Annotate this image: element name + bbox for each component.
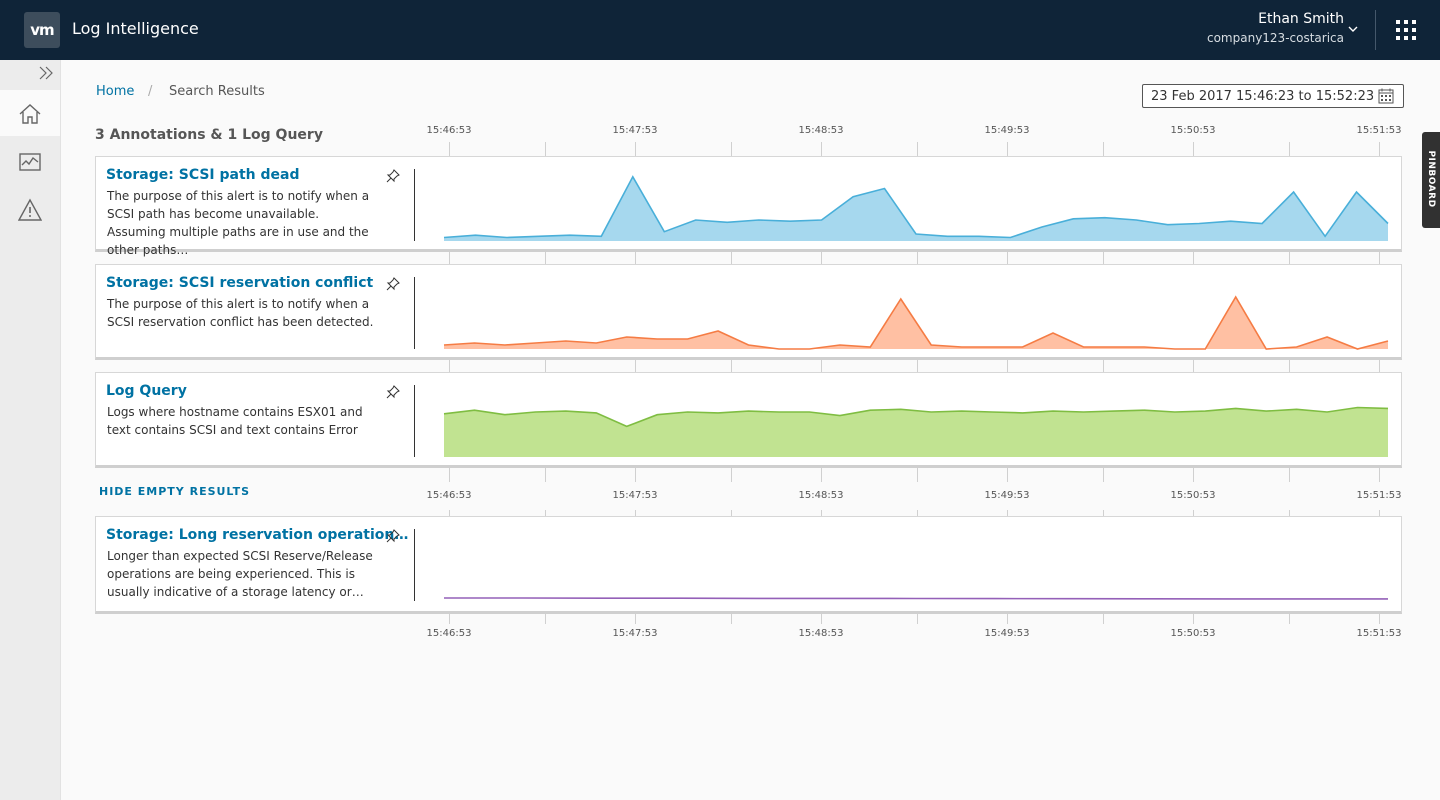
series-area xyxy=(444,176,1388,241)
time-tick-label: 15:47:53 xyxy=(612,125,658,136)
hide-empty-results-link[interactable]: HIDE EMPTY RESULTS xyxy=(99,485,251,498)
time-tick-label: 15:47:53 xyxy=(612,490,658,501)
vmware-logo[interactable]: vm xyxy=(24,12,60,48)
card-title[interactable]: Storage: Long reservation operation… xyxy=(106,527,409,543)
area-chart-scsi-path-dead xyxy=(443,175,1389,241)
sidebar-item-dashboards[interactable] xyxy=(0,138,60,184)
user-name[interactable]: Ethan Smith xyxy=(1258,11,1344,27)
time-tick-label: 15:48:53 xyxy=(798,490,844,501)
time-tick-label: 15:50:53 xyxy=(1170,125,1216,136)
time-tick-label: 15:50:53 xyxy=(1170,490,1216,501)
pin-icon[interactable] xyxy=(386,169,400,183)
card-description: Logs where hostname contains ESX01 and t… xyxy=(107,405,363,437)
pinboard-tab[interactable]: PINBOARD xyxy=(1422,132,1440,228)
left-sidebar xyxy=(0,60,61,800)
alert-triangle-icon xyxy=(18,198,42,221)
series-line xyxy=(443,175,1389,239)
series-line xyxy=(443,295,1389,350)
dashboard-chart-icon xyxy=(19,153,41,171)
card-title[interactable]: Storage: SCSI reservation conflict xyxy=(106,275,374,291)
pin-icon[interactable] xyxy=(386,385,400,399)
breadcrumb-home-link[interactable]: Home xyxy=(96,84,135,99)
time-tick-label: 15:49:53 xyxy=(984,125,1030,136)
time-tick-label: 15:46:53 xyxy=(426,125,472,136)
header-divider xyxy=(1375,10,1376,50)
area-chart-scsi-reservation-conflict xyxy=(443,295,1389,350)
card-description: Longer than expected SCSI Reserve/Releas… xyxy=(107,549,373,599)
card-title[interactable]: Storage: SCSI path dead xyxy=(106,167,300,183)
app-title[interactable]: Log Intelligence xyxy=(72,19,199,38)
time-tick-label: 15:47:53 xyxy=(612,628,658,639)
date-range-value: 23 Feb 2017 15:46:23 to 15:52:23 xyxy=(1151,89,1375,104)
pinboard-label: PINBOARD xyxy=(1426,150,1436,208)
time-tick-label: 15:48:53 xyxy=(798,125,844,136)
user-org[interactable]: company123-costarica xyxy=(1206,31,1344,45)
sidebar-item-home[interactable] xyxy=(0,90,60,136)
breadcrumb-current: Search Results xyxy=(169,84,265,99)
results-title: 3 Annotations & 1 Log Query xyxy=(95,127,323,143)
area-chart-log-query xyxy=(443,406,1389,457)
home-icon xyxy=(19,104,41,124)
chevron-down-icon[interactable] xyxy=(1347,23,1359,35)
series-line xyxy=(443,406,1389,428)
series-area xyxy=(444,407,1388,457)
card-description: The purpose of this alert is to notify w… xyxy=(107,189,370,257)
breadcrumb-separator: / xyxy=(148,84,153,99)
time-tick-label: 15:46:53 xyxy=(426,628,472,639)
card-separator xyxy=(414,385,415,457)
time-tick-label: 15:49:53 xyxy=(984,490,1030,501)
card-separator xyxy=(414,529,415,601)
time-tick-label: 15:51:53 xyxy=(1356,490,1402,501)
annotation-card-scsi-reservation-conflict[interactable]: Storage: SCSI reservation conflict The p… xyxy=(95,264,1402,360)
time-tick-label: 15:50:53 xyxy=(1170,628,1216,639)
card-separator xyxy=(414,169,415,241)
date-range-picker[interactable]: 23 Feb 2017 15:46:23 to 15:52:23 xyxy=(1142,84,1404,108)
card-separator xyxy=(414,277,415,349)
sidebar-collapse-button[interactable] xyxy=(0,60,60,88)
annotation-card-long-reservation[interactable]: Storage: Long reservation operation… Lon… xyxy=(95,516,1402,614)
card-title[interactable]: Log Query xyxy=(106,383,187,399)
top-header: vm Log Intelligence Ethan Smith company1… xyxy=(0,0,1440,60)
pin-icon[interactable] xyxy=(386,277,400,291)
time-tick-label: 15:51:53 xyxy=(1356,628,1402,639)
time-axis-top: 15:46:53 15:47:53 15:48:53 15:49:53 15:50:53… xyxy=(0,125,1440,139)
calendar-icon[interactable] xyxy=(1378,88,1394,104)
card-description: The purpose of this alert is to notify w… xyxy=(107,297,374,329)
time-tick-label: 15:51:53 xyxy=(1356,125,1402,136)
time-tick-label: 15:49:53 xyxy=(984,628,1030,639)
annotation-card-scsi-path-dead[interactable]: Storage: SCSI path dead The purpose of t… xyxy=(95,156,1402,257)
pin-icon[interactable] xyxy=(386,529,400,543)
time-axis-bottom: 15:46:53 15:47:53 15:48:53 15:49:53 15:50:53… xyxy=(0,628,1440,642)
series-line xyxy=(444,597,1388,600)
sidebar-item-alerts[interactable] xyxy=(0,186,60,232)
app-grid-icon[interactable] xyxy=(1396,20,1416,40)
line-chart-long-reservation xyxy=(444,597,1388,600)
time-tick-label: 15:48:53 xyxy=(798,628,844,639)
time-tick-label: 15:46:53 xyxy=(426,490,472,501)
time-axis-middle: 15:46:53 15:47:53 15:48:53 15:49:53 15:50:53… xyxy=(0,490,1440,504)
double-chevron-right-icon xyxy=(39,66,53,80)
log-query-card[interactable]: Log Query Logs where hostname contains E… xyxy=(95,372,1402,468)
